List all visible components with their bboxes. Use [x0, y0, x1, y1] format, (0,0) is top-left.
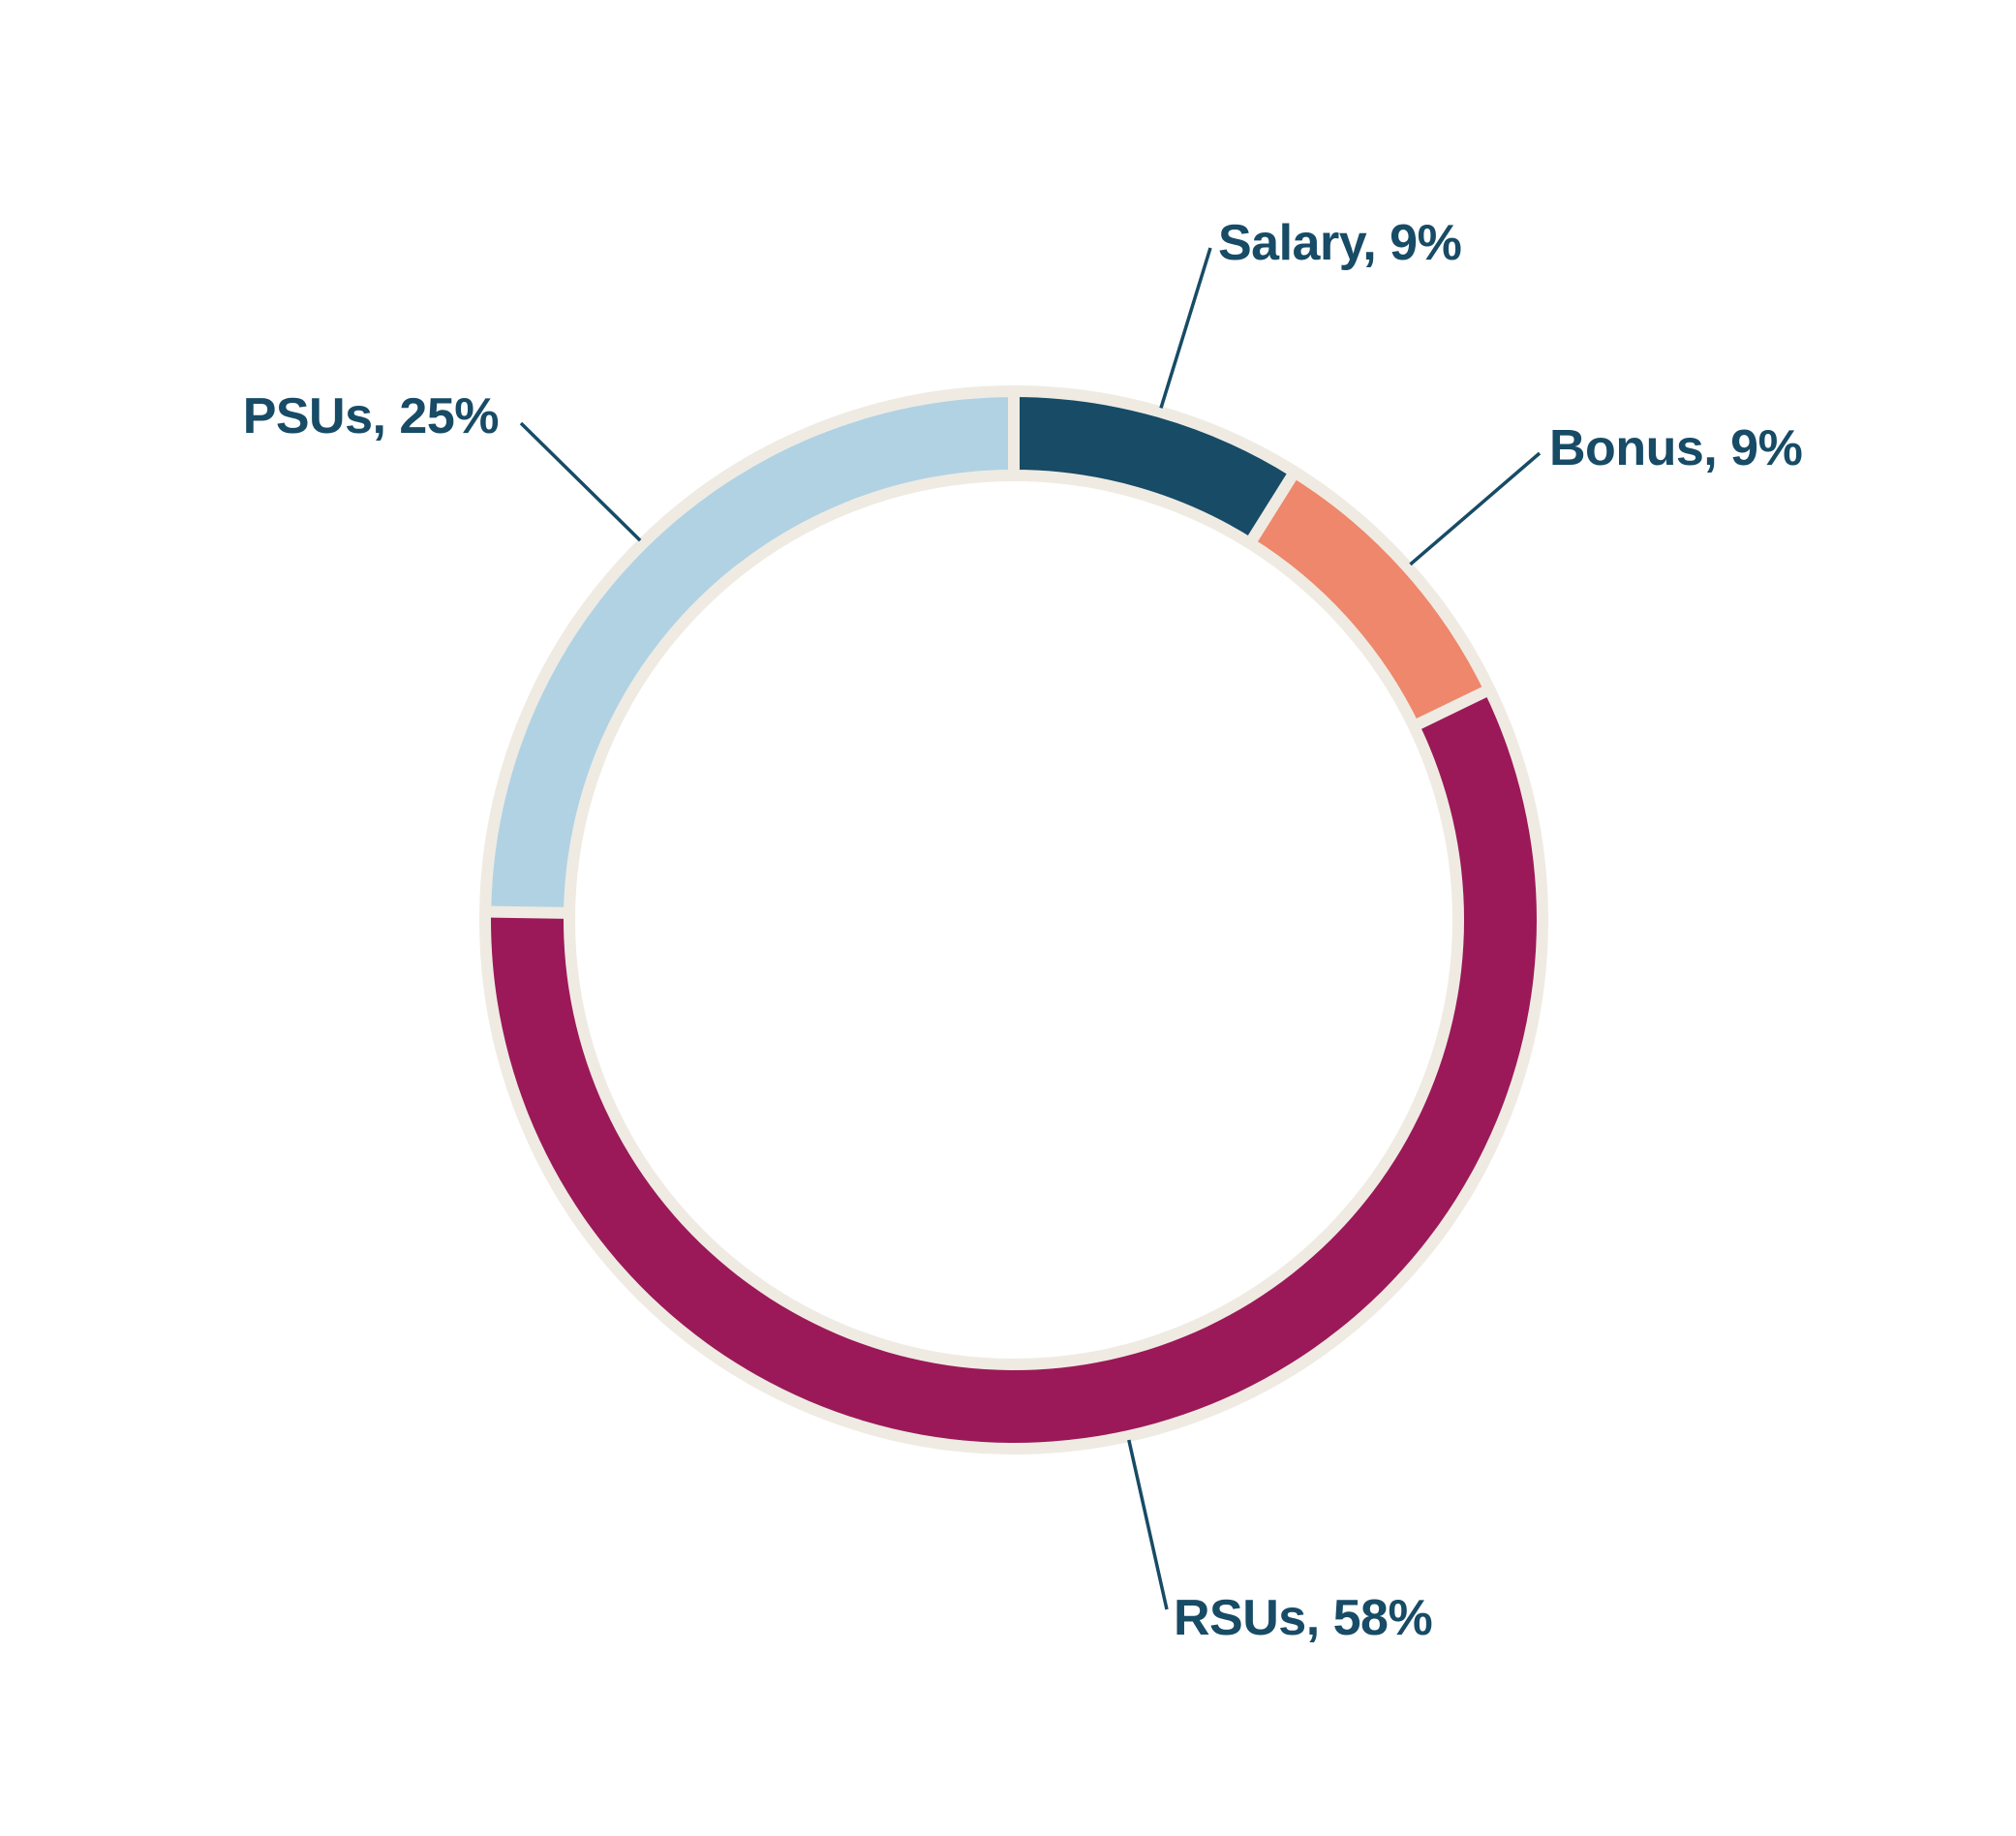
slice-separator: [1413, 685, 1491, 731]
ring-inner-outline: [564, 470, 1464, 1370]
ring-outer-outline: [479, 385, 1548, 1454]
leader-line: [519, 421, 642, 542]
slice-separators: [486, 393, 1491, 919]
leader-line: [1409, 451, 1542, 566]
slice-salary: [1014, 397, 1292, 538]
slice-label-bonus: Bonus, 9%: [1549, 420, 1802, 476]
slice-separator: [1245, 470, 1298, 545]
slice-label-rsus: RSUs, 58%: [1174, 1590, 1432, 1646]
slice-psus: [491, 397, 1014, 913]
slice-separator: [486, 905, 568, 919]
leader-line: [1159, 247, 1212, 409]
slice-labels: Salary, 9% Bonus, 9% RSUs, 58% PSUs, 25%: [243, 215, 1803, 1646]
slice-label-psus: PSUs, 25%: [243, 388, 499, 444]
leader-lines: [519, 247, 1542, 1610]
leader-line: [1127, 1439, 1169, 1610]
donut-slices: [490, 397, 1538, 1444]
ring-outline: [479, 385, 1548, 1454]
slice-bonus: [1252, 476, 1485, 724]
slice-label-salary: Salary, 9%: [1218, 215, 1461, 271]
